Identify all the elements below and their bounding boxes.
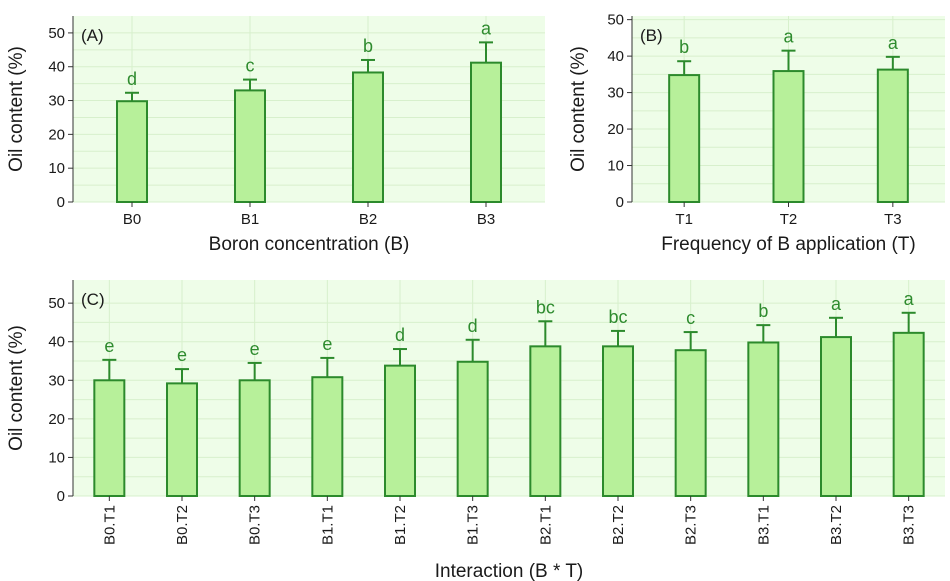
panel-c-significance-letter: e — [250, 339, 260, 359]
panel-a-significance-letter: c — [246, 56, 255, 76]
panel-c-bar-b0-t2 — [166, 382, 198, 497]
panel-a-y-tick-label: 50 — [48, 25, 65, 42]
panel-c-y-axis-title: Oil content (%) — [6, 325, 27, 451]
panel-c-significance-letter: a — [904, 289, 915, 309]
panel-c-significance-letter: e — [322, 334, 332, 354]
panel-a-x-tick-label: B3 — [477, 211, 495, 228]
panel-c-bars: e e e e d d bc bc c b a a — [93, 289, 925, 498]
panel-c-bar-b0-t1 — [93, 379, 126, 497]
panel-b: b a a 0 10 20 30 40 50 T1 T2 T3 (B) Frequency of B… — [568, 12, 945, 255]
panel-c-x-axis-title: Interaction (B * T) — [435, 561, 584, 581]
panel-b-axes: 0 10 20 30 40 50 T1 T2 T3 — [607, 12, 901, 228]
panel-c-axes: 0 10 20 30 40 50 B0.T1 B0.T2 B0.T3 B1.T1 B1.T2 B1.T… — [48, 280, 918, 545]
panel-c-x-tick-label: B2.T2 — [610, 505, 627, 545]
panel-c-significance-letter: e — [177, 345, 187, 365]
panel-c-tag: (C) — [81, 290, 105, 309]
panel-b-x-tick-label: T1 — [675, 211, 693, 228]
panel-a-axes: 0 10 20 30 40 50 B0 B1 B2 B3 — [48, 16, 495, 228]
panel-a-x-tick-label: B1 — [241, 211, 259, 228]
panel-a-significance-letter: a — [481, 18, 492, 38]
panel-a-y-tick-label: 0 — [57, 194, 65, 211]
panel-b-bar-t3 — [876, 68, 909, 203]
panel-a-y-tick-label: 30 — [48, 93, 65, 110]
panel-b-y-tick-label: 30 — [607, 85, 624, 102]
panel-c-x-tick-label: B3.T1 — [755, 505, 772, 545]
panel-b-x-axis-title: Frequency of B application (T) — [661, 234, 916, 255]
panel-c-x-tick-label: B0.T2 — [174, 505, 191, 545]
panel-b-bars: ba a — [668, 27, 909, 203]
panel-a-x-axis-title: Boron concentration (B) — [209, 234, 410, 255]
panel-a-y-tick-label: 20 — [48, 126, 65, 143]
panel-c-bar-b0-t3 — [238, 379, 271, 497]
panel-b-y-tick-label: 0 — [616, 194, 624, 211]
panel-c-y-tick-label: 40 — [48, 334, 65, 351]
panel-c-plot-area — [73, 280, 945, 496]
panel-c-bar-b3-t3 — [892, 331, 925, 498]
panel-b-bar-t1 — [668, 74, 701, 203]
panel-c-significance-letter: d — [395, 325, 405, 345]
panel-b-y-axis-title: Oil content (%) — [568, 46, 589, 172]
panel-b-y-tick-label: 50 — [607, 12, 624, 29]
panel-b-significance-letter: b — [679, 37, 689, 57]
panel-c-y-tick-label: 50 — [48, 295, 65, 312]
panel-c-y-tick-label: 20 — [48, 411, 65, 428]
panel-a-bar-b1 — [234, 89, 266, 203]
panel-c-significance-letter: d — [468, 316, 478, 336]
panel-c-significance-letter: bc — [536, 297, 555, 317]
panel-c: e e e e d d bc bc c b a a 0 10 20 30 40 50 B0.T1 B0.T2 B0.T… — [6, 280, 945, 581]
panel-c-bar-b3-t2 — [820, 336, 852, 498]
panel-c-y-tick-label: 10 — [48, 449, 65, 466]
panel-c-significance-letter: e — [104, 336, 114, 356]
panel-c-x-tick-label: B1.T1 — [319, 505, 336, 545]
panel-c-x-tick-label: B0.T3 — [247, 505, 264, 545]
panel-c-bar-b2-t2 — [602, 345, 634, 498]
panel-c-bar-b2-t3 — [674, 349, 707, 498]
panel-c-x-tick-label: B2.T1 — [537, 505, 554, 545]
panel-c-significance-letter: b — [758, 301, 768, 321]
panel-c-x-tick-label: B1.T2 — [392, 505, 409, 545]
panel-a-significance-letter: d — [127, 69, 137, 89]
panel-a-bars: d c b a — [116, 18, 502, 203]
panel-a-y-tick-label: 10 — [48, 160, 65, 177]
panel-c-bar-b1-t2 — [384, 364, 416, 497]
panel-c-x-tick-label: B3.T2 — [828, 505, 845, 545]
panel-c-x-tick-label: B2.T3 — [683, 505, 700, 545]
panel-a-bar-b0 — [116, 100, 148, 203]
panel-c-significance-letter: bc — [608, 307, 627, 327]
panel-b-y-tick-label: 40 — [607, 48, 624, 65]
panel-a-significance-letter: b — [363, 36, 373, 56]
panel-c-bar-b2-t1 — [529, 345, 562, 498]
panel-c-significance-letter: a — [831, 294, 842, 314]
panel-a-tag: (A) — [81, 26, 104, 45]
panel-a-x-tick-label: B0 — [123, 211, 141, 228]
panel-b-x-tick-label: T3 — [884, 211, 902, 228]
panel-b-tag: (B) — [640, 26, 663, 45]
panel-b-y-tick-label: 10 — [607, 158, 624, 175]
panel-b-y-tick-label: 20 — [607, 121, 624, 138]
panel-b-bar-t2 — [772, 70, 805, 203]
panel-c-x-tick-label: B3.T3 — [901, 505, 918, 545]
panel-c-x-tick-label: B0.T1 — [101, 505, 118, 545]
panel-c-bar-b1-t1 — [311, 376, 344, 498]
panel-b-significance-letter: a — [783, 27, 794, 47]
panel-a-plot-area — [73, 16, 545, 202]
panel-a-y-tick-label: 40 — [48, 59, 65, 76]
panel-c-significance-letter: c — [686, 308, 695, 328]
panel-a-x-tick-label: B2 — [359, 211, 377, 228]
panel-a-bar-b3 — [470, 61, 502, 203]
panel-c-y-tick-label: 30 — [48, 372, 65, 389]
panel-c-x-tick-label: B1.T3 — [465, 505, 482, 545]
panel-a: d c b a 0 10 20 30 40 50 B0 B1 B2 B3 (A) Boron conce… — [6, 16, 545, 255]
panel-a-y-axis-title: Oil content (%) — [6, 46, 27, 172]
panel-b-significance-letter: a — [888, 33, 899, 53]
panel-c-bar-b3-t1 — [747, 341, 780, 497]
panel-c-y-tick-label: 0 — [57, 488, 65, 505]
panel-c-bar-b1-t3 — [456, 360, 489, 497]
panel-b-x-tick-label: T2 — [780, 211, 798, 228]
panel-a-bar-b2 — [352, 71, 384, 203]
